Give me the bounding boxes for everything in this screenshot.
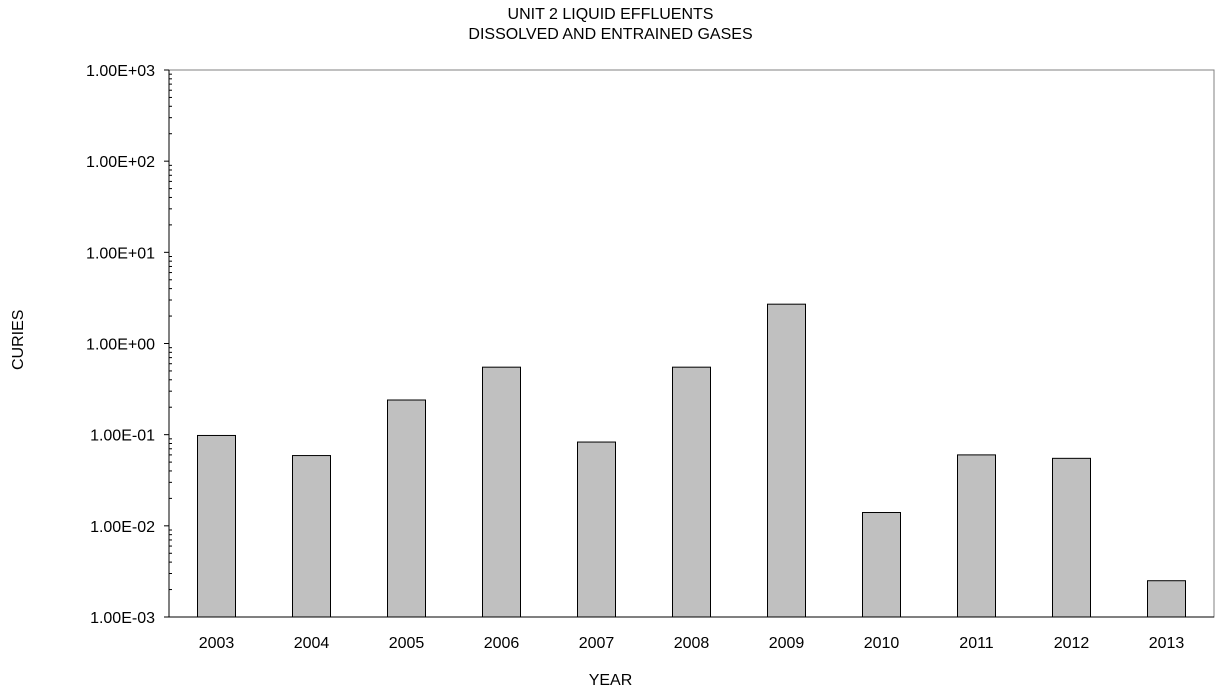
- bar-2006: [482, 366, 521, 618]
- y-tick-label: 1.00E+03: [86, 63, 155, 80]
- x-tick-label: 2011: [959, 635, 994, 652]
- x-tick-label: 2008: [674, 635, 710, 652]
- bar-2013: [1147, 580, 1186, 618]
- x-tick-label: 2006: [484, 635, 520, 652]
- y-tick-label: 1.00E-03: [90, 610, 155, 627]
- chart-title-line-1: UNIT 2 LIQUID EFFLUENTS: [507, 6, 714, 23]
- y-tick-label: 1.00E+01: [86, 245, 155, 262]
- y-tick-label: 1.00E+02: [86, 154, 155, 171]
- bar-2007: [577, 441, 616, 618]
- x-tick-label: 2005: [389, 635, 425, 652]
- x-tick-label: 2009: [769, 635, 805, 652]
- bar-2010: [862, 512, 901, 618]
- y-tick-label: 1.00E-02: [90, 519, 155, 536]
- x-axis-label: YEAR: [588, 672, 633, 689]
- bar-2011: [957, 454, 996, 618]
- bar-2005: [387, 399, 426, 618]
- x-tick-label: 2004: [294, 635, 330, 652]
- bar-2008: [672, 366, 711, 618]
- x-tick-label: 2003: [199, 635, 235, 652]
- bar-2004: [292, 455, 331, 618]
- x-tick-label: 2007: [579, 635, 615, 652]
- bar-2003: [197, 434, 236, 618]
- x-tick-label: 2012: [1054, 635, 1090, 652]
- chart-title-line-2: DISSOLVED AND ENTRAINED GASES: [468, 26, 753, 43]
- y-tick-label: 1.00E+00: [86, 337, 155, 354]
- x-tick-label: 2013: [1149, 635, 1185, 652]
- bar-2012: [1052, 457, 1091, 618]
- x-tick-label: 2010: [864, 635, 900, 652]
- bar-2009: [767, 303, 806, 618]
- y-tick-label: 1.00E-01: [90, 428, 155, 445]
